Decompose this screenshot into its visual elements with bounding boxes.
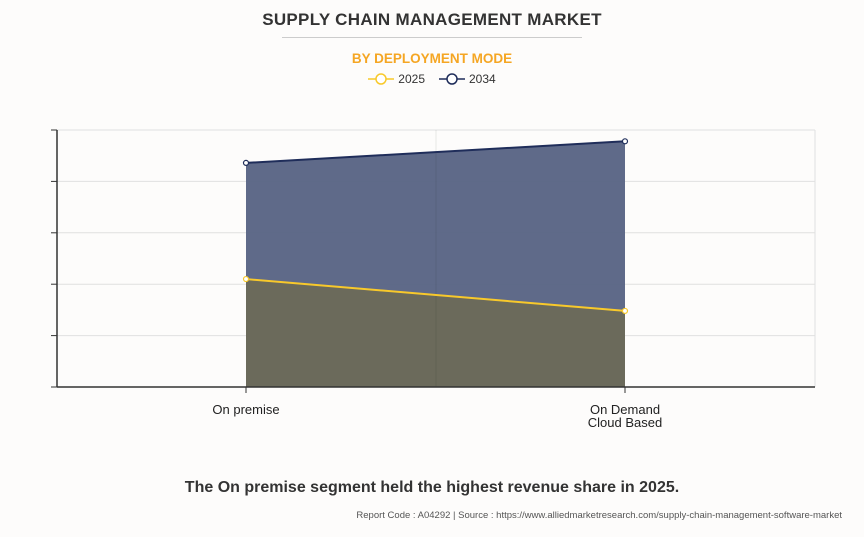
source-text: Report Code : A04292 | Source : https://… (356, 510, 842, 521)
legend-marker-2025-icon (368, 73, 395, 85)
point-2025 (242, 275, 250, 283)
chart-subtitle: BY DEPLOYMENT MODE (351, 51, 513, 66)
point-2034 (242, 159, 250, 166)
legend: 2025 2034 (0, 72, 864, 86)
caption: The On premise segment held the highest … (184, 479, 680, 496)
legend-marker-2034-icon (439, 73, 465, 85)
legend-label: 2034 (469, 72, 496, 86)
line-2034 (245, 140, 626, 164)
title-divider (282, 37, 582, 38)
legend-label: 2025 (398, 72, 425, 86)
chart-title: SUPPLY CHAIN MANAGEMENT MARKET (262, 10, 602, 29)
legend-item-2034[interactable]: 2034 (439, 72, 496, 86)
line-2025 (245, 278, 626, 312)
area-2025 (246, 279, 625, 387)
x-tick-label-line: Cloud Based (587, 415, 663, 430)
legend-item-2025[interactable]: 2025 (368, 72, 425, 86)
x-tick-label-line: On Demand (589, 402, 661, 417)
x-tick-label: On premise (176, 403, 316, 416)
x-tick-label: On Demand Cloud Based (555, 403, 695, 429)
x-tick-label-line: On premise (212, 402, 280, 417)
point-2034 (621, 138, 629, 145)
point-2025 (621, 307, 629, 315)
